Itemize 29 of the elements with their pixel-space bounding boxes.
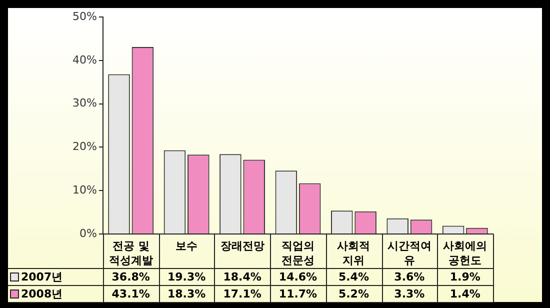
data-label: 17.1% — [223, 287, 262, 300]
x-tick-label: 사회적 지위 — [337, 239, 370, 268]
y-tick-label: 40% — [72, 53, 97, 66]
x-tick-label: 장래전망 — [220, 239, 264, 252]
data-label: 1.4% — [450, 287, 480, 300]
data-label: 36.8% — [112, 270, 150, 284]
data-label: 5.4% — [338, 270, 369, 284]
data-label: 3.6% — [394, 270, 425, 284]
legend-label: 2007년 — [21, 270, 63, 284]
data-label: 18.3% — [167, 287, 206, 300]
data-label: 18.4% — [223, 270, 262, 284]
y-tick-label: 20% — [72, 140, 97, 154]
data-label: 43.1% — [112, 287, 150, 300]
legend-label: 2008년 — [21, 287, 63, 300]
data-label: 1.9% — [450, 270, 480, 284]
x-tick-label: 전공 및 적성계발 — [108, 239, 153, 268]
data-label: 19.3% — [167, 270, 206, 284]
x-tick-label: 시간적여 유 — [387, 239, 432, 268]
data-label: 5.2% — [338, 287, 369, 300]
x-tick-label: 직업의 전문성 — [282, 239, 314, 268]
x-tick-label: 보수 — [176, 239, 198, 252]
y-tick-label: 0% — [80, 226, 97, 240]
y-tick-label: 30% — [72, 96, 97, 110]
y-tick-label: 10% — [72, 183, 97, 196]
y-tick-label: 50% — [72, 10, 97, 23]
data-label: 3.3% — [394, 287, 425, 300]
x-tick-label: 사회에의 공헌도 — [443, 239, 488, 268]
data-label: 14.6% — [278, 270, 318, 284]
data-label: 11.7% — [278, 287, 318, 300]
